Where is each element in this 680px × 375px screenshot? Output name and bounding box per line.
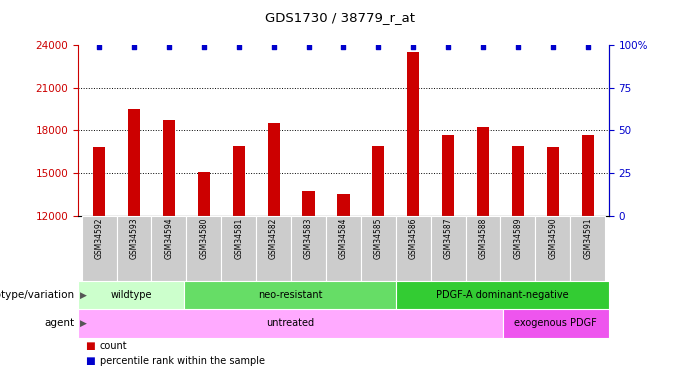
Text: PDGF-A dominant-negative: PDGF-A dominant-negative <box>436 290 569 300</box>
Text: ■: ■ <box>85 341 95 351</box>
Bar <box>535 216 571 281</box>
Text: GSM34580: GSM34580 <box>199 217 208 259</box>
Text: GSM34588: GSM34588 <box>479 217 488 259</box>
Bar <box>152 216 186 281</box>
Bar <box>82 216 116 281</box>
Text: GSM34587: GSM34587 <box>443 217 453 259</box>
Text: ■: ■ <box>85 356 95 366</box>
Point <box>513 44 524 50</box>
Bar <box>571 216 605 281</box>
Text: agent: agent <box>45 318 75 328</box>
Text: untreated: untreated <box>267 318 314 328</box>
Text: GSM34583: GSM34583 <box>304 217 313 259</box>
Bar <box>477 128 489 216</box>
Text: GSM34591: GSM34591 <box>583 217 592 259</box>
Point <box>547 44 558 50</box>
Text: ▶: ▶ <box>80 319 86 328</box>
Bar <box>78 309 503 338</box>
Text: wildtype: wildtype <box>110 290 152 300</box>
Bar <box>186 216 221 281</box>
Text: percentile rank within the sample: percentile rank within the sample <box>100 356 265 366</box>
Text: GSM34593: GSM34593 <box>129 217 139 259</box>
Bar <box>163 120 175 216</box>
Text: GSM34589: GSM34589 <box>513 217 522 259</box>
Text: GDS1730 / 38779_r_at: GDS1730 / 38779_r_at <box>265 11 415 24</box>
Bar <box>326 216 361 281</box>
Point <box>163 44 174 50</box>
Text: GSM34590: GSM34590 <box>548 217 558 259</box>
Bar <box>396 281 609 309</box>
Text: neo-resistant: neo-resistant <box>258 290 322 300</box>
Point <box>94 44 105 50</box>
Bar <box>442 135 454 216</box>
Text: GSM34585: GSM34585 <box>374 217 383 259</box>
Text: genotype/variation: genotype/variation <box>0 290 75 300</box>
Bar <box>291 216 326 281</box>
Point <box>129 44 139 50</box>
Text: GSM34592: GSM34592 <box>95 217 103 259</box>
Text: GSM34584: GSM34584 <box>339 217 348 259</box>
Point <box>373 44 384 50</box>
Bar <box>267 123 279 216</box>
Bar <box>396 216 430 281</box>
Text: GSM34581: GSM34581 <box>234 217 243 259</box>
Bar <box>93 147 105 216</box>
Point <box>582 44 593 50</box>
Point <box>233 44 244 50</box>
Point <box>199 44 209 50</box>
Bar <box>184 281 396 309</box>
Text: GSM34594: GSM34594 <box>165 217 173 259</box>
Text: exogenous PDGF: exogenous PDGF <box>514 318 597 328</box>
Point <box>477 44 488 50</box>
Bar <box>361 216 396 281</box>
Bar <box>430 216 466 281</box>
Bar <box>256 216 291 281</box>
Bar <box>221 216 256 281</box>
Bar <box>233 146 245 216</box>
Bar <box>407 52 420 216</box>
Point <box>268 44 279 50</box>
Bar <box>337 194 350 216</box>
Bar <box>303 192 315 216</box>
Text: count: count <box>100 341 128 351</box>
Point <box>443 44 454 50</box>
Bar <box>198 171 210 216</box>
Bar <box>581 135 594 216</box>
Point <box>408 44 419 50</box>
Point <box>338 44 349 50</box>
Bar <box>78 281 184 309</box>
Bar <box>128 109 140 216</box>
Bar <box>512 146 524 216</box>
Bar <box>503 309 609 338</box>
Bar <box>547 147 559 216</box>
Text: ▶: ▶ <box>80 291 86 300</box>
Bar <box>116 216 152 281</box>
Bar <box>500 216 535 281</box>
Text: GSM34586: GSM34586 <box>409 217 418 259</box>
Text: GSM34582: GSM34582 <box>269 217 278 259</box>
Bar <box>466 216 500 281</box>
Bar <box>372 146 384 216</box>
Point <box>303 44 314 50</box>
